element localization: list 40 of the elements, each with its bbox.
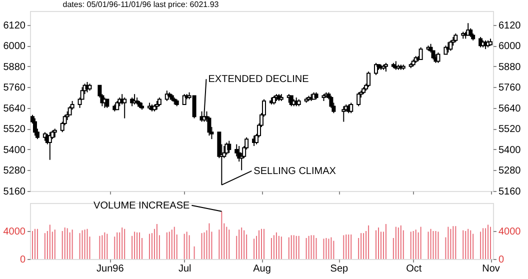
candlestick (448, 40, 453, 52)
y2-tick-label: 5880 (498, 62, 522, 73)
y-tick-label: 5880 (3, 62, 26, 73)
y2-tick-label: 5760 (498, 82, 522, 94)
y-tick-label: 5280 (3, 166, 26, 177)
chart-title: dates: 05/01/96-11/01/96 last price: 6021.93 (62, 0, 220, 9)
annotation: EXTENDED DECLINE (208, 74, 310, 86)
x-tick-label: Sep (330, 264, 348, 274)
y-tick-label: 6120 (3, 20, 26, 32)
annotation: VOLUME INCREASE (94, 200, 190, 212)
y2-tick-label: 6000 (498, 41, 522, 52)
x-tick-label: Jul (178, 264, 192, 274)
candlestick (418, 46, 423, 60)
x-tick-label: Jun96 (96, 264, 124, 274)
candlestick (356, 92, 361, 107)
candlestick (342, 106, 346, 122)
x-tick-label: Nov (482, 264, 500, 274)
y-tick-label: 5760 (3, 82, 26, 94)
y-tick-label: 5520 (3, 124, 26, 136)
y-tick-label: 5640 (3, 103, 26, 114)
y-tick-label: 6000 (3, 41, 26, 52)
y2-tick-label: 5280 (498, 166, 522, 177)
annotation: SELLING CLIMAX (254, 166, 336, 177)
candlestick (227, 140, 232, 154)
y-tick-label: 0 (20, 254, 26, 266)
candlestick (122, 97, 127, 119)
y2-tick-label: 6120 (498, 20, 522, 32)
candlestick (366, 71, 371, 88)
y-tick-label: 4000 (3, 226, 26, 238)
y-tick-label: 5160 (3, 186, 26, 198)
y2-tick-label: 5160 (498, 186, 522, 198)
y-tick-label: 5400 (3, 144, 26, 156)
candlestick (32, 118, 37, 136)
x-tick-label: Aug (253, 264, 271, 274)
y2-tick-label: 0 (498, 254, 504, 266)
y2-tick-label: 4000 (498, 226, 522, 238)
y2-tick-label: 5640 (498, 103, 522, 114)
y2-tick-label: 5400 (498, 144, 522, 156)
y2-tick-label: 5520 (498, 124, 522, 136)
x-tick-label: Oct (406, 264, 422, 274)
